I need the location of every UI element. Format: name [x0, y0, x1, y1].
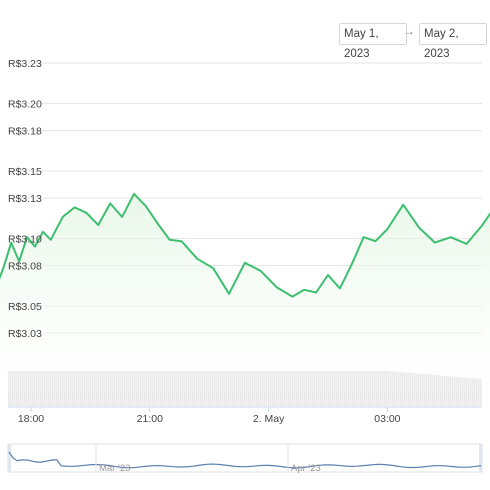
y-tick-label: R$3.03 — [8, 328, 42, 340]
x-tick-label: 2. May — [253, 413, 285, 425]
navigator-labels: Mar '23 Apr '23 — [95, 444, 321, 474]
navigator-handle-left[interactable] — [8, 444, 11, 472]
date-range-arrow-icon: → — [403, 24, 415, 38]
y-tick-label: R$3.08 — [8, 261, 42, 273]
y-tick-label: R$3.23 — [8, 58, 42, 70]
date-from-input[interactable]: May 1, 2023 — [339, 23, 407, 60]
navigator-label: Mar '23 — [99, 463, 130, 474]
y-tick-label: R$3.15 — [8, 166, 42, 178]
x-tick-label: 21:00 — [137, 413, 163, 425]
y-tick-label: R$3.13 — [8, 193, 42, 205]
price-line — [0, 192, 490, 298]
y-axis-labels: R$3.23 R$3.20 R$3.18 R$3.15 R$3.13 R$3.10 R$3.… — [8, 58, 42, 340]
navigator-label: Apr '23 — [291, 463, 321, 474]
navigator-handle-right[interactable] — [479, 444, 482, 472]
date-to-input[interactable]: May 2, 2023 — [419, 23, 487, 60]
y-tick-label: R$3.05 — [8, 301, 42, 313]
navigator-series — [8, 451, 482, 469]
y-tick-label: R$3.10 — [8, 234, 42, 246]
y-tick-label: R$3.20 — [8, 99, 42, 111]
y-tick-label: R$3.18 — [8, 126, 42, 138]
navigator[interactable]: Mar '23 Apr '23 — [7, 443, 483, 474]
x-tick-label: 18:00 — [18, 413, 44, 425]
x-tick-label: 03:00 — [374, 413, 400, 425]
price-area — [0, 193, 490, 406]
